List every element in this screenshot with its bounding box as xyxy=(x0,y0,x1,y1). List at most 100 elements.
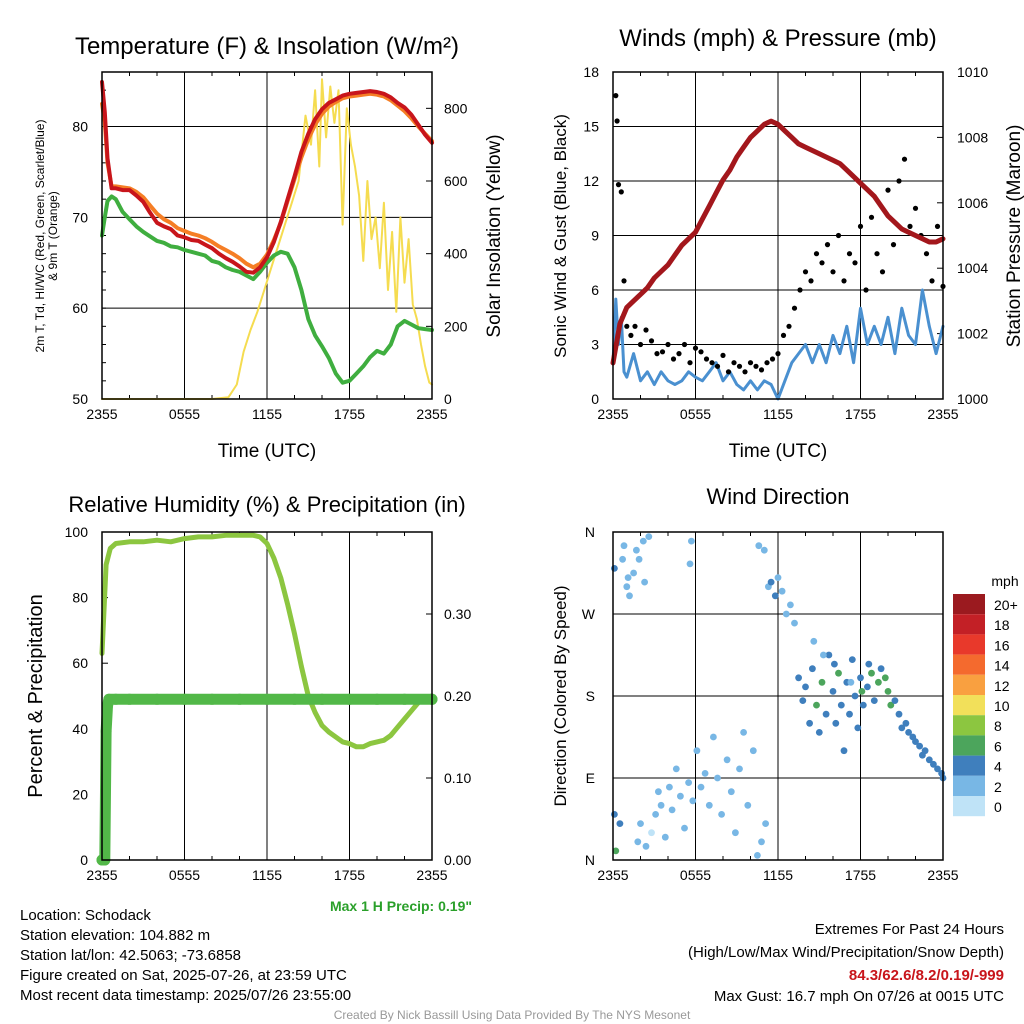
direction-point xyxy=(740,729,747,736)
colorbar-label: 4 xyxy=(994,759,1002,775)
series-line xyxy=(101,78,433,400)
gust-point xyxy=(648,338,655,344)
direction-point xyxy=(809,665,816,673)
direction-point xyxy=(868,669,875,677)
direction-point xyxy=(782,610,790,618)
humidity-chart: Relative Humidity (%) & Precipitation (i… xyxy=(25,492,472,914)
direction-point xyxy=(887,701,895,709)
gust-point xyxy=(835,232,842,239)
direction-point xyxy=(810,637,818,645)
gust-point xyxy=(614,118,620,124)
direction-point xyxy=(791,619,798,627)
direction-point xyxy=(620,542,628,550)
extremes-info: Extremes For Past 24 Hours (High/Low/Max… xyxy=(688,918,1004,1006)
series-line xyxy=(100,91,434,270)
direction-point xyxy=(835,669,842,677)
temperature-chart: Temperature (F) & Insolation (W/m²)2355 0… xyxy=(33,33,505,462)
gust-point xyxy=(813,251,820,257)
x-tick-label: 1155 xyxy=(252,406,282,422)
direction-point xyxy=(668,806,676,814)
direction-point xyxy=(787,601,794,609)
gust-point xyxy=(824,242,831,248)
gust-point xyxy=(742,369,748,375)
extremes-title: Extremes For Past 24 Hours xyxy=(814,921,1004,938)
gust-point xyxy=(802,269,809,275)
direction-point xyxy=(666,783,673,791)
gust-point xyxy=(769,356,776,362)
y-tick-label: S xyxy=(586,688,595,704)
gust-point xyxy=(846,251,853,257)
direction-point xyxy=(727,788,735,796)
direction-point xyxy=(813,701,820,709)
series-line xyxy=(610,118,946,366)
plot-frame xyxy=(612,71,944,400)
x-axis-label: Time (UTC) xyxy=(218,441,317,462)
direction-point xyxy=(697,783,705,791)
colorbar-label: 12 xyxy=(994,678,1010,694)
colorbar-label: 2 xyxy=(994,779,1002,795)
direction-point xyxy=(732,829,739,837)
direction-point xyxy=(864,683,871,691)
direction-point xyxy=(799,697,807,704)
y2-tick-label: 0 xyxy=(444,391,452,407)
direction-point xyxy=(762,820,769,827)
gust-point xyxy=(692,345,699,351)
y-tick-label: 9 xyxy=(591,228,599,244)
y-tick-label: W xyxy=(582,606,596,622)
direction-point xyxy=(820,651,827,659)
chart-title: Relative Humidity (%) & Precipitation (i… xyxy=(68,492,465,517)
direction-point xyxy=(795,674,802,682)
y-tick-label: 100 xyxy=(65,524,89,540)
direction-point xyxy=(916,742,923,750)
extremes-legend: (High/Low/Max Wind/Precipitation/Snow De… xyxy=(688,944,1004,961)
colorbar-label: 6 xyxy=(994,738,1002,754)
gust-point xyxy=(852,260,858,266)
direction-point xyxy=(749,747,757,755)
direction-point xyxy=(755,542,763,550)
y2-tick-label: 400 xyxy=(444,246,468,262)
y-tick-label: N xyxy=(585,852,595,868)
y2-axis-label: Station Pressure (Maroon) xyxy=(1004,125,1024,348)
direction-point xyxy=(858,688,866,695)
x-tick-label: 1155 xyxy=(252,867,282,883)
colorbar-swatch xyxy=(953,654,985,675)
credit-text: Created By Nick Bassill Using Data Provi… xyxy=(333,1008,691,1022)
direction-point xyxy=(877,665,885,673)
direction-point xyxy=(905,729,912,736)
colorbar-swatch xyxy=(953,634,985,655)
direction-point xyxy=(902,719,910,727)
direction-point xyxy=(624,574,632,581)
x-tick-label: 2355 xyxy=(597,867,628,883)
y2-tick-label: 200 xyxy=(444,318,468,334)
direction-point xyxy=(689,797,697,805)
gust-point xyxy=(890,242,897,248)
x-tick-label: 2355 xyxy=(86,867,117,883)
y-tick-label: 50 xyxy=(72,391,88,407)
direction-point xyxy=(744,801,752,809)
gust-point xyxy=(923,251,930,257)
y-tick-label: 3 xyxy=(591,337,599,353)
gust-point xyxy=(665,341,671,348)
x-tick-label: 0555 xyxy=(680,406,711,422)
y2-tick-label: 0.30 xyxy=(444,606,471,622)
direction-point xyxy=(637,820,644,827)
gust-point xyxy=(753,363,759,369)
direction-point xyxy=(718,811,725,818)
y2-tick-label: 0.10 xyxy=(444,770,471,786)
direction-point xyxy=(641,578,648,586)
y-tick-label: 0 xyxy=(80,852,88,868)
direction-point xyxy=(778,587,786,595)
colorbar: mph 20+ 18 16 14 12 10 8 6 4 2 0 xyxy=(953,573,1019,817)
colorbar-swatch xyxy=(953,796,985,817)
direction-point xyxy=(891,697,899,704)
direction-point xyxy=(633,546,640,554)
direction-point xyxy=(822,710,830,718)
gust-point xyxy=(659,349,666,355)
gust-point xyxy=(736,363,743,369)
direction-point xyxy=(657,801,665,809)
x-tick-label: 2355 xyxy=(597,406,628,422)
gust-point xyxy=(797,287,803,293)
y2-tick-label: 1006 xyxy=(957,195,988,211)
colorbar-swatch xyxy=(953,674,985,695)
direction-point xyxy=(771,592,779,600)
